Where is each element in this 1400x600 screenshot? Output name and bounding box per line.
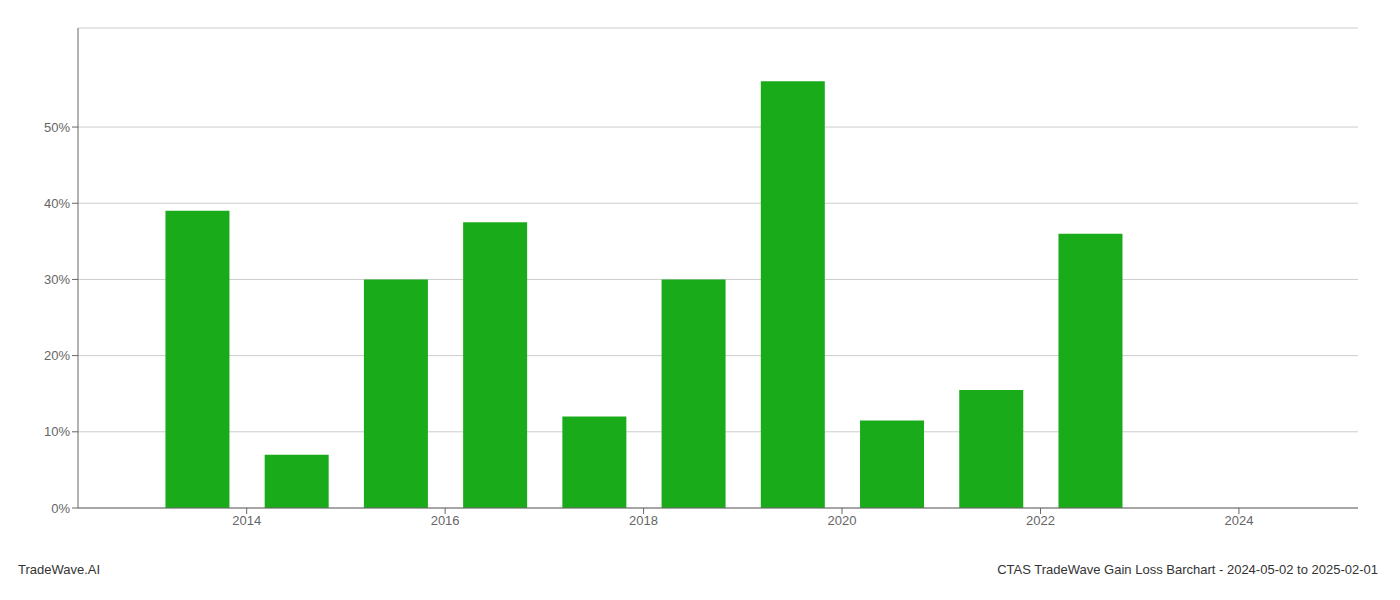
- svg-text:50%: 50%: [44, 120, 70, 135]
- html-text:TradeWave.AI: TradeWave.AI: [18, 562, 101, 577]
- html-text:CTAS TradeWave Gain Loss Barch: CTAS TradeWave Gain Loss Barchart - 2024…: [997, 562, 1378, 577]
- svg-text:2014: 2014: [232, 513, 261, 528]
- svg-text:20%: 20%: [44, 348, 70, 363]
- svg-text:10%: 10%: [44, 424, 70, 439]
- svg-text:40%: 40%: [44, 196, 70, 211]
- svg-text:0%: 0%: [51, 501, 70, 516]
- svg-text:2022: 2022: [1026, 513, 1055, 528]
- svg-text:2016: 2016: [431, 513, 460, 528]
- svg-text:2018: 2018: [629, 513, 658, 528]
- svg-text:2020: 2020: [828, 513, 857, 528]
- svg-text:30%: 30%: [44, 272, 70, 287]
- svg-text:2024: 2024: [1224, 513, 1253, 528]
